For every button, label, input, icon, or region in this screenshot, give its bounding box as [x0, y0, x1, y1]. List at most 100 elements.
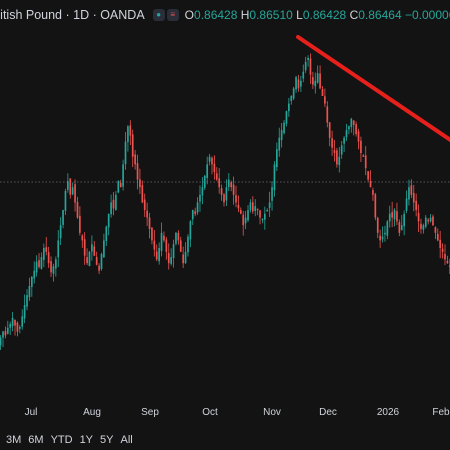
change-value: −0.00006 (−0.0 — [404, 8, 450, 22]
candle-body — [95, 256, 98, 265]
range-all-button[interactable]: All — [120, 434, 133, 446]
candle-body — [242, 214, 245, 226]
candle-body — [2, 331, 4, 338]
range-3m-button[interactable]: 3M — [6, 434, 22, 446]
candle — [436, 228, 439, 242]
candle — [297, 75, 300, 92]
candle-body — [0, 337, 2, 346]
candle — [391, 201, 393, 228]
candle — [119, 179, 122, 188]
legend-buttons: ● ≡ — [152, 9, 179, 21]
x-tick-label: Feb — [432, 407, 450, 418]
candle — [14, 319, 16, 336]
candle-body — [396, 211, 398, 222]
visibility-icon[interactable]: ● — [152, 9, 165, 21]
candle — [64, 188, 67, 216]
candle — [74, 179, 76, 212]
candle-body — [179, 240, 182, 252]
candle-body — [326, 106, 329, 123]
candle — [117, 180, 120, 194]
candle — [415, 193, 418, 217]
candle-body — [201, 187, 204, 196]
x-tick-label: 2026 — [377, 407, 400, 418]
candle — [388, 205, 391, 228]
range-5y-button[interactable]: 5Y — [100, 434, 114, 446]
low-label: L — [296, 8, 303, 22]
candle — [288, 97, 290, 117]
candle — [352, 120, 355, 136]
range-6m-button[interactable]: 6M — [28, 434, 44, 446]
settings-icon[interactable]: ≡ — [166, 9, 179, 21]
candle-body — [35, 261, 38, 273]
candle-body — [187, 236, 189, 253]
candle — [11, 311, 14, 332]
candle — [59, 217, 62, 246]
candle-body — [278, 137, 281, 151]
candle — [292, 86, 295, 101]
candle — [23, 294, 26, 324]
candle — [372, 187, 374, 201]
candle-body — [184, 251, 187, 263]
candle-body — [55, 259, 57, 269]
candle — [338, 147, 341, 173]
candle — [227, 173, 230, 192]
candle — [261, 218, 264, 224]
candle-body — [316, 73, 319, 83]
candle — [165, 236, 168, 260]
candle-body — [177, 232, 180, 241]
candle-body — [131, 134, 134, 157]
candle-body — [141, 185, 144, 203]
candle-body — [227, 179, 230, 188]
candle-body — [43, 248, 45, 260]
candle-body — [328, 122, 331, 138]
candle-body — [338, 156, 341, 166]
open-label: O — [184, 8, 195, 22]
candle — [290, 95, 293, 105]
candle-body — [429, 217, 432, 222]
symbol-title[interactable]: ritish Pound · 1D · OANDA — [0, 8, 145, 22]
candle — [444, 244, 446, 266]
candle-body — [348, 126, 350, 130]
candle-body — [321, 89, 324, 96]
candle-body — [117, 181, 120, 193]
candle — [307, 55, 309, 67]
candle — [333, 139, 336, 162]
candle — [16, 321, 19, 337]
candle — [355, 121, 357, 137]
candle-body — [319, 73, 321, 89]
candle-body — [21, 316, 24, 327]
candle-body — [4, 331, 7, 336]
candle — [191, 209, 194, 225]
candle-body — [211, 157, 213, 165]
candle — [21, 309, 24, 330]
candle — [343, 135, 345, 153]
candle — [151, 227, 153, 245]
candle-body — [16, 322, 19, 332]
candle-body — [151, 227, 153, 241]
candle-body — [432, 216, 434, 226]
range-1y-button[interactable]: 1Y — [79, 434, 94, 446]
candle-body — [448, 265, 450, 267]
candle-body — [134, 154, 136, 165]
candle-body — [14, 319, 16, 326]
candle — [110, 194, 112, 218]
candle — [148, 212, 151, 239]
candle-body — [98, 265, 100, 271]
candle — [122, 159, 124, 191]
candle — [95, 251, 98, 266]
candle — [427, 217, 430, 225]
candle-body — [189, 221, 192, 240]
candle-body — [74, 184, 76, 203]
candle-body — [436, 233, 439, 241]
candle — [71, 182, 74, 196]
candle-body — [367, 171, 369, 180]
candle — [412, 184, 415, 212]
candle-body — [244, 217, 247, 224]
trendline[interactable] — [296, 35, 450, 143]
candle-body — [350, 118, 353, 128]
candle — [124, 131, 127, 170]
range-ytd-button[interactable]: YTD — [50, 434, 73, 446]
candle-body — [91, 244, 93, 252]
candle-body — [59, 225, 62, 239]
